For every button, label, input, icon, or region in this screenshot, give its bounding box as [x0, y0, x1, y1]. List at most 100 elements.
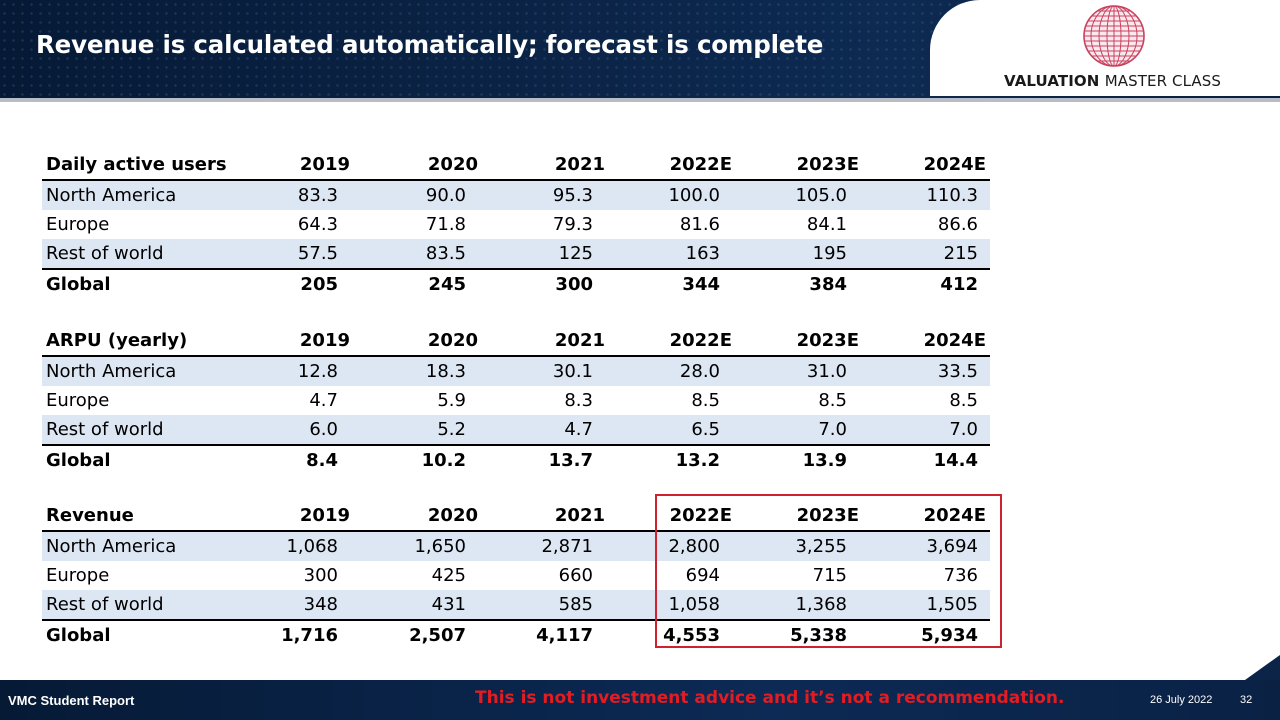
- year-header: 2021: [478, 501, 605, 532]
- year-header: 2021: [478, 150, 605, 181]
- total-row: Global 8.4 10.2 13.7 13.2 13.9 14.4: [42, 444, 990, 475]
- cell: 344: [605, 268, 732, 299]
- year-header: 2023E: [732, 150, 859, 181]
- cell: 1,058: [605, 590, 732, 620]
- revenue-table: Revenue 2019 2020 2021 2022E 2023E 2024E…: [42, 501, 990, 650]
- cell: 8.5: [691, 390, 720, 411]
- year-header: 2019: [254, 326, 350, 357]
- cell: 1,716: [254, 619, 350, 650]
- cell: 13.7: [478, 444, 605, 475]
- year-header: 2020: [350, 326, 478, 357]
- cell: 14.4: [859, 444, 990, 475]
- cell: 5.2: [350, 415, 478, 445]
- cell: 8.5: [818, 390, 847, 411]
- cell: 195: [732, 239, 859, 269]
- year-header: 2021: [478, 326, 605, 357]
- table-row: Rest of world 6.0 5.2 4.7 6.5 7.0 7.0: [42, 415, 990, 445]
- footer-date: 26 July 2022: [1150, 694, 1213, 706]
- cell: 84.1: [806, 214, 847, 235]
- row-label: Europe: [46, 390, 110, 411]
- cell: 412: [859, 268, 990, 299]
- table-row: Rest of world 348 431 585 1,058 1,368 1,…: [42, 590, 990, 620]
- year-header: 2024E: [859, 150, 990, 181]
- slide-footer: VMC Student Report This is not investmen…: [0, 680, 1280, 720]
- cell: 5.9: [437, 390, 466, 411]
- year-header: 2019: [254, 150, 350, 181]
- cell: 7.0: [859, 415, 990, 445]
- table-row: Europe 4.7 5.9 8.3 8.5 8.5 8.5: [42, 386, 990, 415]
- year-header: 2023E: [732, 326, 859, 357]
- cell: 8.5: [949, 390, 978, 411]
- cell: 245: [350, 268, 478, 299]
- cell: 694: [685, 565, 720, 586]
- table-row: Europe 64.3 71.8 79.3 81.6 84.1 86.6: [42, 210, 990, 239]
- cell: 6.0: [254, 415, 350, 445]
- cell: 7.0: [732, 415, 859, 445]
- row-label: Global: [42, 444, 254, 475]
- cell: 90.0: [350, 180, 478, 210]
- cell: 163: [605, 239, 732, 269]
- cell: 33.5: [859, 356, 990, 386]
- cell: 79.3: [552, 214, 593, 235]
- cell: 3,694: [859, 531, 990, 561]
- year-header: 2019: [254, 501, 350, 532]
- row-label: North America: [42, 180, 254, 210]
- cell: 83.5: [350, 239, 478, 269]
- table-row: North America 83.3 90.0 95.3 100.0 105.0…: [42, 180, 990, 210]
- total-row: Global 205 245 300 344 384 412: [42, 268, 990, 299]
- cell: 1,505: [859, 590, 990, 620]
- row-label: Global: [42, 268, 254, 299]
- cell: 31.0: [732, 356, 859, 386]
- table-header-row: Revenue 2019 2020 2021 2022E 2023E 2024E: [42, 501, 990, 532]
- table-title: ARPU (yearly): [42, 326, 254, 357]
- year-header: 2020: [350, 150, 478, 181]
- cell: 83.3: [254, 180, 350, 210]
- cell: 125: [478, 239, 605, 269]
- brand-rest: MASTER CLASS: [1104, 72, 1221, 90]
- globe-icon: [1083, 5, 1145, 67]
- cell: 30.1: [478, 356, 605, 386]
- cell: 105.0: [732, 180, 859, 210]
- cell: 13.2: [605, 444, 732, 475]
- brand-wordmark: VALUATION MASTER CLASS: [1004, 72, 1221, 90]
- cell: 736: [943, 565, 978, 586]
- row-label: North America: [42, 356, 254, 386]
- year-header: 2024E: [859, 326, 990, 357]
- table-header-row: ARPU (yearly) 2019 2020 2021 2022E 2023E…: [42, 326, 990, 357]
- page-number: 32: [1240, 694, 1253, 706]
- cell: 3,255: [732, 531, 859, 561]
- total-row: Global 1,716 2,507 4,117 4,553 5,338 5,9…: [42, 619, 990, 650]
- cell: 10.2: [350, 444, 478, 475]
- footer-disclaimer: This is not investment advice and it’s n…: [475, 688, 1065, 708]
- cell: 71.8: [425, 214, 466, 235]
- cell: 5,934: [859, 619, 990, 650]
- corner-accent: [1245, 655, 1280, 680]
- arpu-table: ARPU (yearly) 2019 2020 2021 2022E 2023E…: [42, 326, 990, 475]
- cell: 1,650: [350, 531, 478, 561]
- cell: 13.9: [732, 444, 859, 475]
- cell: 2,871: [478, 531, 605, 561]
- cell: 660: [558, 565, 593, 586]
- cell: 300: [303, 565, 338, 586]
- row-label: Europe: [46, 214, 110, 235]
- cell: 4,553: [605, 619, 732, 650]
- year-header: 2024E: [859, 501, 990, 532]
- table-row: Europe 300 425 660 694 715 736: [42, 561, 990, 590]
- cell: 57.5: [254, 239, 350, 269]
- row-label: Europe: [46, 565, 110, 586]
- cell: 300: [478, 268, 605, 299]
- cell: 384: [732, 268, 859, 299]
- cell: 95.3: [478, 180, 605, 210]
- cell: 425: [431, 565, 466, 586]
- cell: 64.3: [297, 214, 338, 235]
- cell: 81.6: [679, 214, 720, 235]
- table-title: Daily active users: [42, 150, 254, 181]
- table-title: Revenue: [42, 501, 254, 532]
- footer-report-label: VMC Student Report: [8, 693, 135, 708]
- year-header: 2022E: [605, 326, 732, 357]
- cell: 110.3: [859, 180, 990, 210]
- cell: 4.7: [309, 390, 338, 411]
- year-header: 2020: [350, 501, 478, 532]
- cell: 4.7: [478, 415, 605, 445]
- header-divider: [0, 98, 1280, 102]
